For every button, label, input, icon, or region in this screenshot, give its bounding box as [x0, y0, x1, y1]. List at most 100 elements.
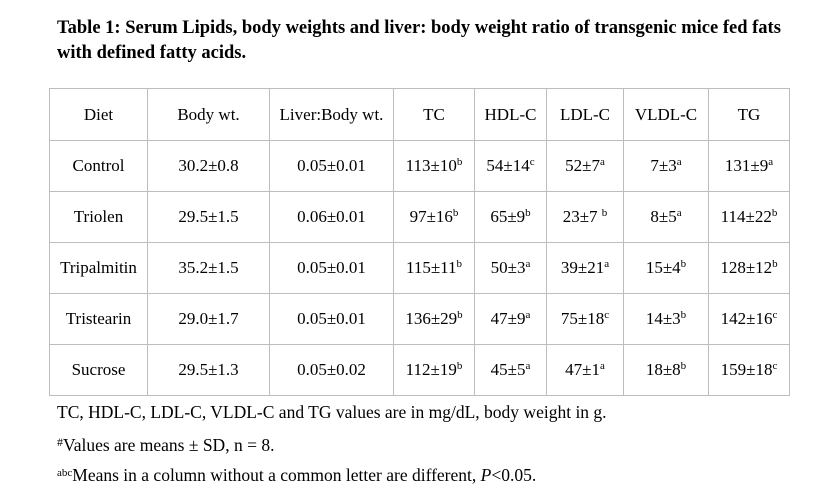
- cell-value: 18±8: [645, 360, 681, 379]
- significance-letter: b: [680, 309, 687, 321]
- value-cell: 8±5a: [623, 191, 709, 243]
- units-note: TC, HDL-C, LDL-C, VLDL-C and TG values a…: [57, 402, 607, 422]
- diet-cell: Tripalmitin: [49, 242, 148, 294]
- cell-value: Triolen: [73, 207, 124, 226]
- diet-cell: Triolen: [49, 191, 148, 243]
- column-header: Diet: [49, 88, 148, 141]
- significance-letter: a: [676, 207, 682, 219]
- table-row: Tristearin 29.0±1.7 0.05±0.01 136±29b 47±9a 7…: [49, 293, 790, 345]
- significance-letter: b: [457, 309, 463, 321]
- values-note-text: Values are means ± SD, n = 8.: [63, 435, 275, 455]
- value-cell: 159±18c: [708, 344, 790, 396]
- cell-value: 7±3: [650, 156, 677, 175]
- significance-letter: c: [529, 156, 535, 168]
- header-row: Diet Body wt. Liver:Body wt. TC HDL-C LDL-C VL…: [49, 88, 790, 141]
- significance-note: abcMeans in a column without a common le…: [57, 460, 607, 490]
- lipids-table: Diet Body wt. Liver:Body wt. TC HDL-C LDL-C VL…: [49, 88, 790, 396]
- value-cell: 35.2±1.5: [147, 242, 270, 294]
- significance-letter: a: [599, 156, 605, 168]
- cell-value: 30.2±0.8: [178, 156, 239, 175]
- cell-value: 114±22: [720, 207, 772, 226]
- value-cell: 54±14c: [474, 140, 547, 192]
- value-cell: 7±3a: [623, 140, 709, 192]
- value-cell: 47±1a: [546, 344, 624, 396]
- table-row: Sucrose 29.5±1.3 0.05±0.02 112±19b 45±5a 47±1…: [49, 344, 790, 396]
- table-caption: Table 1: Serum Lipids, body weights and …: [57, 18, 781, 63]
- cell-value: 45±5: [490, 360, 526, 379]
- column-header: LDL-C: [546, 88, 624, 141]
- value-cell: 142±16c: [708, 293, 790, 345]
- significance-letter: b: [456, 360, 463, 372]
- significance-letter: a: [676, 156, 682, 168]
- value-cell: 114±22b: [708, 191, 790, 243]
- value-cell: 131±9a: [708, 140, 790, 192]
- value-cell: 30.2±0.8: [147, 140, 270, 192]
- column-header: HDL-C: [474, 88, 547, 141]
- cell-value: Tripalmitin: [60, 258, 137, 277]
- cell-value: 0.05±0.01: [297, 258, 366, 277]
- value-cell: 0.05±0.01: [269, 293, 394, 345]
- value-cell: 128±12b: [708, 242, 790, 294]
- values-note: #Values are means ± SD, n = 8.: [57, 427, 607, 460]
- value-cell: 65±9b: [474, 191, 547, 243]
- significance-letter: a: [525, 258, 531, 270]
- cell-value: 52±7: [565, 156, 600, 175]
- column-header: TG: [708, 88, 790, 141]
- cell-value: 15±4: [645, 258, 681, 277]
- cell-value: Tristearin: [65, 309, 132, 328]
- cell-value: 0.06±0.01: [297, 207, 366, 226]
- value-cell: 29.5±1.3: [147, 344, 270, 396]
- table-row: Tripalmitin 35.2±1.5 0.05±0.01 115±11b 50±3a…: [49, 242, 790, 294]
- significance-letter: a: [599, 360, 605, 372]
- cell-value: Control: [72, 156, 125, 175]
- cell-value: 131±9: [724, 156, 769, 175]
- column-header: Body wt.: [147, 88, 270, 141]
- value-cell: 0.05±0.02: [269, 344, 394, 396]
- value-cell: 0.05±0.01: [269, 140, 394, 192]
- significance-letter: b: [772, 258, 778, 270]
- value-cell: 136±29b: [393, 293, 475, 345]
- value-cell: 39±21a: [546, 242, 624, 294]
- cell-value: 47±1: [565, 360, 600, 379]
- cell-value: Sucrose: [71, 360, 126, 379]
- cell-value: 136±29: [405, 309, 458, 328]
- significance-letter: c: [772, 309, 778, 321]
- significance-letter: b: [680, 258, 687, 270]
- column-header: TC: [393, 88, 475, 141]
- cell-value: 8±5: [650, 207, 677, 226]
- value-cell: 23±7 b: [546, 191, 624, 243]
- value-cell: 115±11b: [393, 242, 475, 294]
- cell-value: 50±3: [490, 258, 526, 277]
- value-cell: 15±4b: [623, 242, 709, 294]
- cell-value: 0.05±0.01: [297, 156, 366, 175]
- value-cell: 75±18c: [546, 293, 624, 345]
- value-cell: 14±3b: [623, 293, 709, 345]
- value-cell: 18±8b: [623, 344, 709, 396]
- value-cell: 113±10b: [393, 140, 475, 192]
- cell-value: 75±18: [560, 309, 605, 328]
- diet-cell: Control: [49, 140, 148, 192]
- column-header: Liver:Body wt.: [269, 88, 394, 141]
- table-row: Control 30.2±0.8 0.05±0.01 113±10b 54±14c 52±…: [49, 140, 790, 192]
- significance-letter: a: [525, 309, 531, 321]
- diet-cell: Tristearin: [49, 293, 148, 345]
- value-cell: 0.06±0.01: [269, 191, 394, 243]
- p-value: <0.05.: [491, 465, 537, 485]
- cell-value: 115±11: [405, 258, 457, 277]
- cell-value: 23±7: [562, 207, 602, 226]
- cell-value: 128±12: [720, 258, 773, 277]
- cell-value: 14±3: [645, 309, 681, 328]
- cell-value: 54±14: [486, 156, 530, 175]
- table-row: Triolen 29.5±1.5 0.06±0.01 97±16b 65±9b 23±7 …: [49, 191, 790, 243]
- cell-value: 142±16: [720, 309, 773, 328]
- significance-letter: a: [525, 360, 531, 372]
- significance-note-mark: abc: [57, 467, 73, 479]
- cell-value: 29.5±1.3: [178, 360, 239, 379]
- diet-cell: Sucrose: [49, 344, 148, 396]
- significance-letter: c: [604, 309, 610, 321]
- p-symbol: P: [480, 465, 492, 485]
- significance-letter: b: [456, 156, 463, 168]
- column-header: VLDL-C: [623, 88, 709, 141]
- cell-value: 29.5±1.5: [178, 207, 239, 226]
- cell-value: 112±19: [405, 360, 457, 379]
